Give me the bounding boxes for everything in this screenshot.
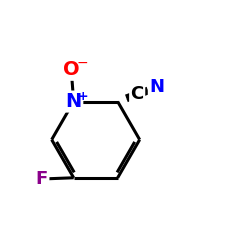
Text: O: O	[63, 60, 80, 79]
Text: C: C	[130, 86, 144, 103]
Text: N: N	[66, 92, 82, 111]
Text: −: −	[76, 56, 88, 70]
Text: +: +	[78, 90, 88, 103]
Text: F: F	[36, 170, 48, 188]
Text: N: N	[149, 78, 164, 96]
